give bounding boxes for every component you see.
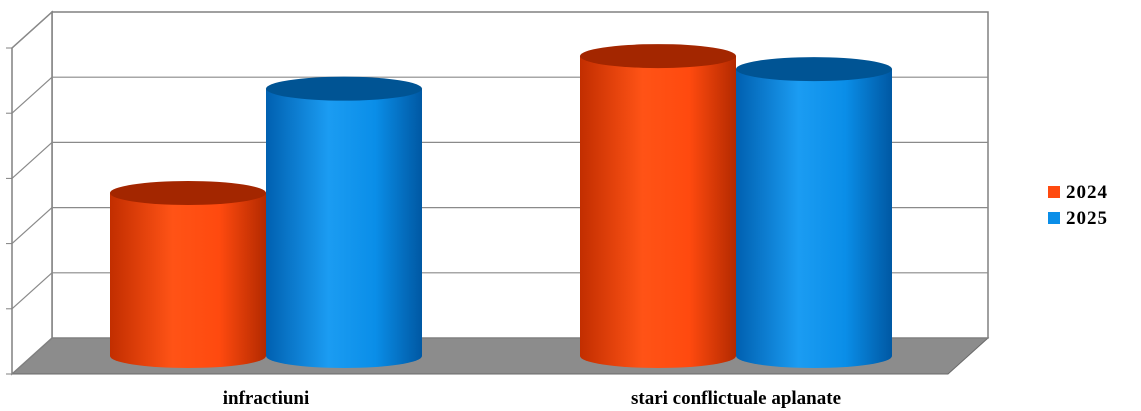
side-gridline bbox=[11, 141, 53, 179]
category-label: stari conflictuale aplanate bbox=[631, 388, 841, 409]
chart-side-wall bbox=[11, 10, 53, 376]
bar-2025-0 bbox=[266, 76, 422, 369]
side-gridline bbox=[11, 272, 53, 310]
category-label: infractiuni bbox=[223, 388, 310, 409]
bar-2024-0 bbox=[110, 181, 266, 368]
legend-label: 2024 bbox=[1066, 182, 1108, 203]
legend-swatch bbox=[1048, 186, 1060, 198]
side-gridline bbox=[11, 11, 53, 49]
bar-2025-1 bbox=[736, 57, 892, 369]
bars bbox=[110, 44, 892, 369]
legend: 2024 2025 bbox=[1048, 182, 1108, 229]
side-gridline bbox=[11, 76, 53, 114]
category-labels: infractiuni stari conflictuale aplanate bbox=[223, 388, 841, 409]
legend-swatch bbox=[1048, 212, 1060, 224]
bar-2024-1 bbox=[580, 44, 736, 368]
side-gridline bbox=[11, 207, 53, 245]
legend-label: 2025 bbox=[1066, 208, 1108, 229]
